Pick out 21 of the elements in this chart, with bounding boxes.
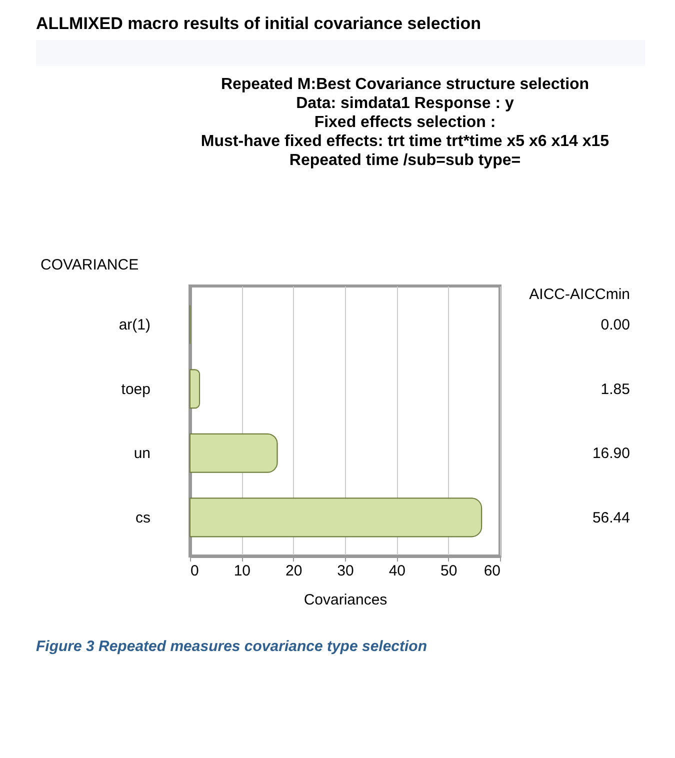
data-label: 1.85 <box>600 380 630 398</box>
chart-title: ALLMIXED macro results of initial covariance selection <box>35 13 482 35</box>
caption: Figure 3 Repeated measures covariance type selection <box>35 637 428 655</box>
x-tick-label: 30 <box>337 562 354 580</box>
y-axis-title: COVARIANCE <box>40 256 139 274</box>
x-tick-label: 0 <box>190 562 199 580</box>
chart-subtitle: Repeated M:Best Covariance structure selection Data: simdata1 Response : y Fixed effects selection : Must-have fixed effects: trt time trt*time x5 x6 x14 x15 Repeated time /sub=sub type= <box>200 76 610 169</box>
data-label: 56.44 <box>592 509 630 526</box>
y2-axis-title: AICC-AICCmin <box>529 286 630 303</box>
x-axis-title: Covariances <box>304 592 388 608</box>
x-tick-label: 20 <box>285 562 302 580</box>
x-tick-label: 50 <box>440 562 458 580</box>
x-tick-label: 10 <box>234 562 251 580</box>
data-label: 16.90 <box>592 445 630 462</box>
y-tick-label: ar(1) <box>118 316 151 334</box>
y-tick-label: cs <box>136 509 150 526</box>
data-label: 0.00 <box>600 316 630 334</box>
x-tick-label: 60 <box>484 562 500 580</box>
y-tick-label: un <box>134 445 150 462</box>
x-tick-label: 40 <box>388 562 406 580</box>
y-tick-label: toep <box>121 380 150 398</box>
